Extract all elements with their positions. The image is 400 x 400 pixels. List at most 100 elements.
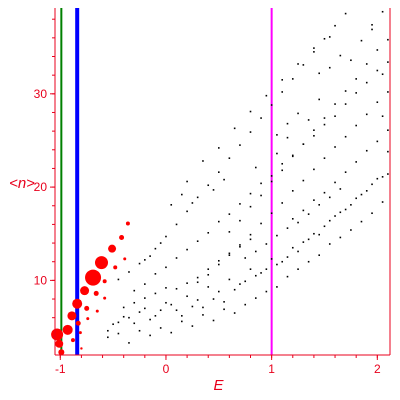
data-point xyxy=(254,274,257,277)
data-point xyxy=(387,150,389,153)
data-point xyxy=(276,234,278,237)
data-point xyxy=(276,263,278,266)
data-point xyxy=(249,131,252,133)
data-point xyxy=(313,47,315,49)
data-point xyxy=(186,282,188,284)
highlight-point xyxy=(119,234,125,240)
data-point xyxy=(323,37,326,40)
data-point xyxy=(355,124,357,127)
data-point xyxy=(254,250,257,253)
data-point xyxy=(207,184,210,187)
data-point xyxy=(138,262,141,265)
data-point xyxy=(233,288,236,291)
data-point xyxy=(291,218,294,220)
data-point xyxy=(302,241,305,243)
data-point xyxy=(365,190,368,192)
data-point xyxy=(239,283,241,285)
highlight-point xyxy=(125,221,130,226)
y-axis-ticks: 10 20 30 xyxy=(34,18,55,337)
data-point xyxy=(270,180,273,183)
data-point xyxy=(191,305,194,308)
data-point xyxy=(371,28,373,31)
data-point xyxy=(181,193,183,196)
data-point xyxy=(365,81,368,84)
data-point xyxy=(318,233,320,236)
data-point xyxy=(117,278,120,281)
data-point xyxy=(318,254,320,256)
data-point xyxy=(302,209,305,212)
highlight-point xyxy=(108,244,117,253)
data-point xyxy=(307,260,310,263)
data-point xyxy=(350,204,352,206)
data-point xyxy=(381,115,384,118)
data-point xyxy=(112,323,114,326)
data-point xyxy=(191,325,194,327)
data-point xyxy=(186,210,188,213)
data-point xyxy=(355,78,357,80)
data-point xyxy=(138,311,141,313)
highlight-point xyxy=(51,328,64,341)
data-point xyxy=(265,243,268,245)
data-point xyxy=(175,309,178,312)
highlight-point xyxy=(93,290,99,296)
data-point xyxy=(281,91,284,93)
data-point xyxy=(175,257,178,259)
y-tick-label: 10 xyxy=(34,273,48,287)
data-point xyxy=(297,250,299,253)
data-point xyxy=(302,179,305,182)
data-point xyxy=(133,289,136,292)
data-point xyxy=(318,204,320,206)
data-point xyxy=(260,272,262,274)
data-point xyxy=(339,54,342,57)
highlight-point xyxy=(80,286,90,296)
data-point xyxy=(265,290,268,293)
data-point xyxy=(154,247,157,250)
data-point xyxy=(313,232,315,235)
data-point xyxy=(365,63,368,65)
data-point xyxy=(181,320,183,323)
data-point xyxy=(265,94,268,97)
data-point xyxy=(355,92,357,94)
data-point xyxy=(291,154,294,157)
data-point xyxy=(149,318,151,321)
data-point xyxy=(228,252,231,255)
data-point xyxy=(270,258,273,260)
data-point xyxy=(344,135,347,138)
data-point xyxy=(291,246,294,249)
data-point xyxy=(297,268,299,270)
data-point xyxy=(355,161,357,163)
x-tick-label: 1 xyxy=(268,362,275,376)
data-point xyxy=(239,219,241,222)
x-tick-label: 0 xyxy=(163,362,170,376)
data-point xyxy=(260,117,262,119)
data-point xyxy=(244,303,247,306)
data-point xyxy=(318,72,320,75)
data-point xyxy=(239,144,241,146)
data-point xyxy=(202,160,204,162)
axes xyxy=(54,8,391,356)
data-point xyxy=(218,290,220,293)
black-point-series xyxy=(107,10,389,344)
data-point xyxy=(249,205,252,208)
data-point xyxy=(218,147,220,149)
data-point xyxy=(313,199,315,201)
y-axis-label: <n> xyxy=(9,175,35,192)
data-point xyxy=(218,263,220,266)
data-point xyxy=(228,157,231,159)
data-point xyxy=(360,39,363,42)
data-point xyxy=(297,221,299,224)
x-axis-label: E xyxy=(213,377,224,394)
highlight-point xyxy=(113,265,118,270)
data-point xyxy=(328,243,331,245)
data-point xyxy=(159,242,162,244)
data-point xyxy=(175,287,178,290)
data-point xyxy=(344,208,347,211)
data-point xyxy=(302,143,305,145)
data-point xyxy=(365,113,368,116)
data-point xyxy=(249,233,252,236)
data-point xyxy=(239,244,241,246)
data-point xyxy=(381,201,384,203)
data-point xyxy=(207,273,210,276)
data-point xyxy=(281,162,284,165)
